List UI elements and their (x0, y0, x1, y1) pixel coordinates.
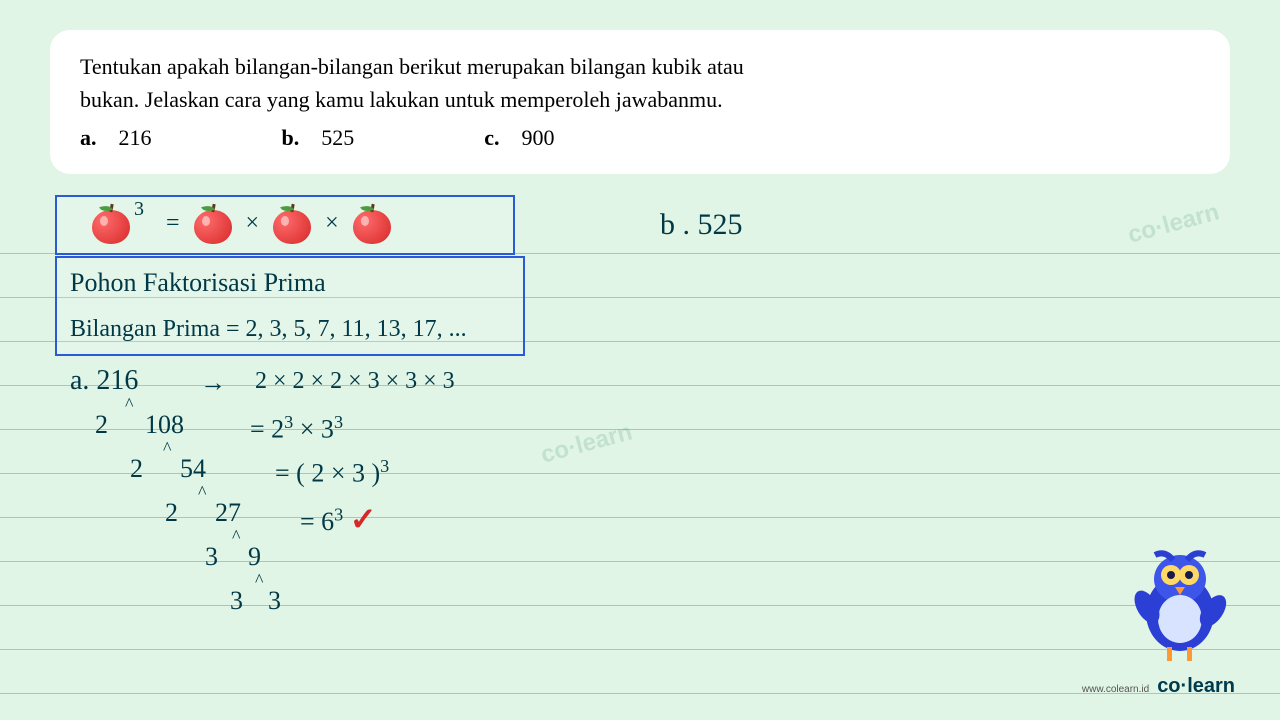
note-bilangan: Bilangan Prima = 2, 3, 5, 7, 11, 13, 17,… (70, 316, 467, 343)
apple-formula-row: 3 = × × (90, 202, 393, 244)
tree-node: 2 (95, 410, 108, 440)
equation-3: = 63 ✓ (300, 500, 377, 538)
tree-caret: ^ (163, 438, 171, 459)
arrow-icon: → (200, 368, 226, 398)
equation-2: = ( 2 × 3 )3 (275, 456, 389, 489)
checkmark-icon: ✓ (350, 501, 377, 537)
apple-icon (90, 202, 132, 244)
tree-node: 3 (230, 586, 243, 616)
equals: = (166, 210, 180, 237)
times: × (325, 210, 339, 237)
option-a-label: a. (80, 121, 97, 154)
exponent: 3 (134, 198, 144, 221)
tree-node: 2 (130, 454, 143, 484)
option-c-value: 900 (522, 121, 555, 154)
equation-1: = 23 × 33 (250, 412, 343, 445)
apple-icon (271, 202, 313, 244)
footer-url: www.colearn.id (1082, 684, 1149, 695)
note-a-label: a. 216 (70, 365, 138, 397)
footer-brand: www.colearn.id co·learn (1082, 675, 1235, 698)
note-pohon: Pohon Faktorisasi Prima (70, 268, 326, 298)
times: × (246, 210, 260, 237)
question-text-line1: Tentukan apakah bilangan-bilangan beriku… (80, 50, 1200, 83)
tree-caret: ^ (232, 526, 240, 547)
mascot-bird-icon (1125, 545, 1235, 665)
apple-icon (351, 202, 393, 244)
option-c-label: c. (484, 121, 499, 154)
question-card: Tentukan apakah bilangan-bilangan beriku… (50, 30, 1230, 174)
option-b-value: 525 (321, 121, 354, 154)
question-text-line2: bukan. Jelaskan cara yang kamu lakukan u… (80, 83, 1200, 116)
option-a-value: 216 (119, 121, 152, 154)
note-a-expansion: 2 × 2 × 2 × 3 × 3 × 3 (255, 368, 455, 395)
tree-node: 3 (268, 586, 281, 616)
tree-caret: ^ (198, 482, 206, 503)
tree-node: 54 (180, 454, 206, 484)
tree-node: 108 (145, 410, 184, 440)
question-options: a. 216 b. 525 c. 900 (80, 121, 1200, 154)
tree-caret: ^ (125, 394, 133, 415)
option-b-label: b. (282, 121, 300, 154)
apple-icon (192, 202, 234, 244)
tree-node: 9 (248, 542, 261, 572)
tree-caret: ^ (255, 570, 263, 591)
tree-node: 3 (205, 542, 218, 572)
tree-node: 27 (215, 498, 241, 528)
note-b-label: b . 525 (660, 208, 743, 242)
footer-logo: co·learn (1157, 675, 1235, 698)
tree-node: 2 (165, 498, 178, 528)
